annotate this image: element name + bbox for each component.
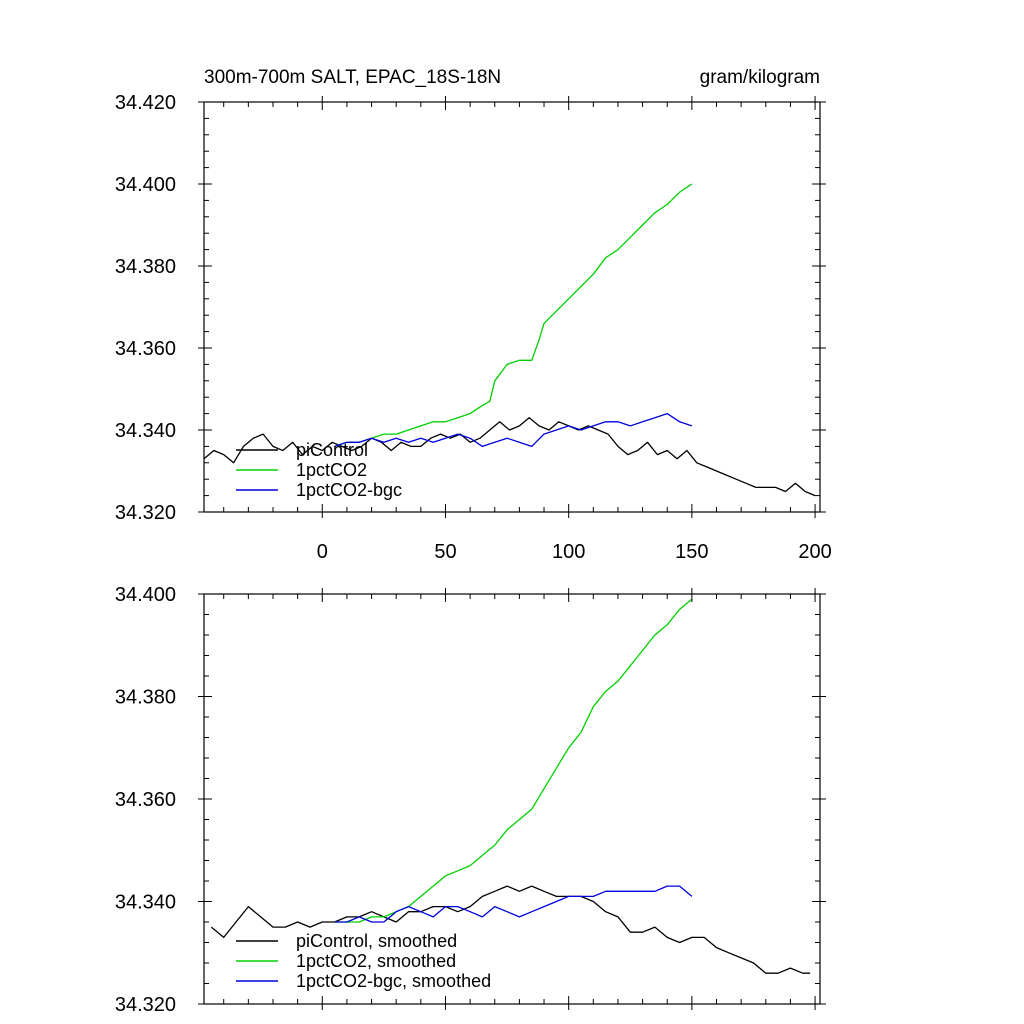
series-line-2 <box>334 598 693 923</box>
x-tick-label: 100 <box>552 541 585 563</box>
legend-label: 1pctCO2-bgc <box>296 480 402 500</box>
y-tick-label: 34.340 <box>115 892 176 914</box>
plot-frame-top <box>203 101 821 513</box>
series-line-1 <box>203 417 816 497</box>
bottom-panel: 34.320 34.340 34.360 34.380 34.400 piControl… <box>115 584 826 1016</box>
chart-units: gram/kilogram <box>700 67 820 88</box>
series-group-top <box>203 183 816 497</box>
series-line-1 <box>210 885 811 974</box>
legend-label: 1pctCO2, smoothed <box>296 951 456 971</box>
series-line-3 <box>334 885 693 923</box>
y-tick-label: 34.340 <box>115 420 176 442</box>
chart-title: 300m-700m SALT, EPAC_18S-18N <box>204 67 501 88</box>
series-line-2 <box>334 183 693 448</box>
x-tick-label: 50 <box>434 541 456 563</box>
y-tick-label: 34.420 <box>115 92 176 114</box>
series-group-bottom <box>210 598 811 974</box>
x-tick-label: 200 <box>798 541 831 563</box>
x-tick-label: 0 <box>317 541 328 563</box>
y-tick-label: 34.400 <box>115 584 176 606</box>
legend-label: piControl, smoothed <box>296 931 457 951</box>
y-tick-label: 34.360 <box>115 789 176 811</box>
x-tick-label: 150 <box>675 541 708 563</box>
y-tick-label: 34.380 <box>115 687 176 709</box>
ticks-group-bottom: 34.320 34.340 34.360 34.380 34.400 <box>115 584 826 1016</box>
series-line-3 <box>334 412 693 448</box>
y-tick-label: 34.320 <box>115 994 176 1016</box>
legend-label: 1pctCO2-bgc, smoothed <box>296 971 491 991</box>
y-tick-label: 34.360 <box>115 338 176 360</box>
ticks-group-top: 34.320 34.340 34.360 34.380 34.400 34.420 0 50 1… <box>115 92 832 563</box>
y-tick-label: 34.320 <box>115 502 176 524</box>
y-tick-label: 34.380 <box>115 256 176 278</box>
legend-label: piControl <box>296 440 368 460</box>
legend-label: 1pctCO2 <box>296 460 367 480</box>
y-tick-label: 34.400 <box>115 174 176 196</box>
top-panel: 300m-700m SALT, EPAC_18S-18N gram/kilogr… <box>115 67 832 563</box>
